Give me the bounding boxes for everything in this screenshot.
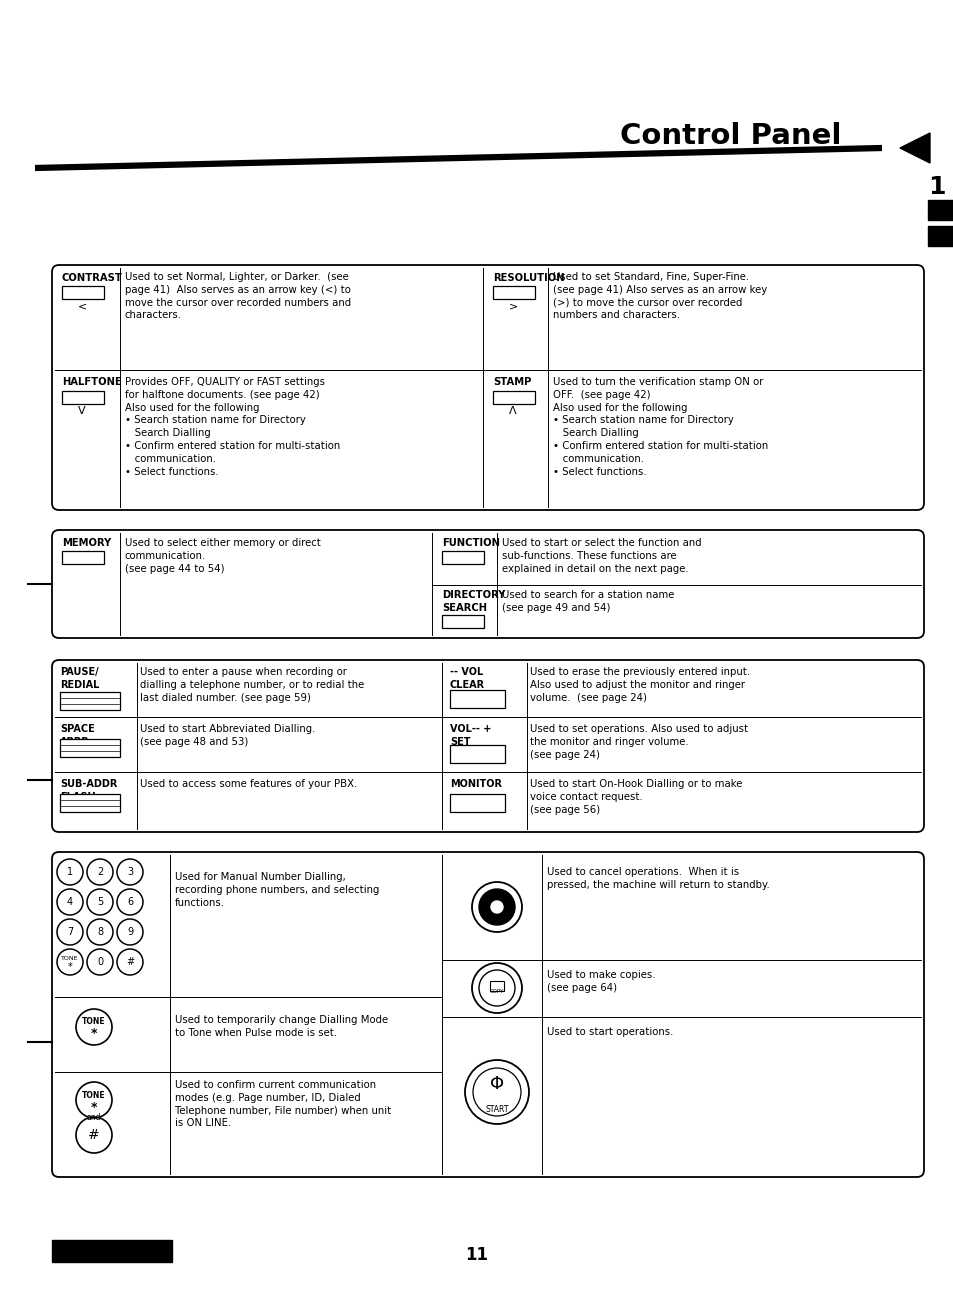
FancyBboxPatch shape bbox=[52, 660, 923, 831]
Bar bbox=[441, 615, 483, 628]
Text: Used to select either memory or direct
communication.
(see page 44 to 54): Used to select either memory or direct c… bbox=[125, 538, 320, 573]
Text: HALFTONE: HALFTONE bbox=[62, 377, 122, 387]
Text: Used to set operations. Also used to adjust
the monitor and ringer volume.
(see : Used to set operations. Also used to adj… bbox=[530, 724, 747, 760]
Text: <: < bbox=[78, 301, 87, 311]
Bar bbox=[490, 981, 503, 991]
Text: STAMP: STAMP bbox=[493, 377, 531, 387]
Bar bbox=[60, 739, 120, 757]
Text: Used to set Normal, Lighter, or Darker.  (see
page 41)  Also serves as an arrow : Used to set Normal, Lighter, or Darker. … bbox=[125, 272, 351, 320]
Text: 6: 6 bbox=[127, 898, 132, 907]
Text: START: START bbox=[485, 1105, 508, 1114]
Text: *: * bbox=[91, 1100, 97, 1114]
Text: -- VOL
CLEAR: -- VOL CLEAR bbox=[450, 667, 485, 690]
Text: 4: 4 bbox=[67, 898, 73, 907]
Text: Provides OFF, QUALITY or FAST settings
for halftone documents. (see page 42)
Als: Provides OFF, QUALITY or FAST settings f… bbox=[125, 377, 340, 476]
Text: 11: 11 bbox=[465, 1246, 488, 1265]
Text: PAUSE/
REDIAL: PAUSE/ REDIAL bbox=[60, 667, 99, 690]
Text: Used to start On-Hook Dialling or to make
voice contact request.
(see page 56): Used to start On-Hook Dialling or to mak… bbox=[530, 779, 741, 815]
Bar bbox=[493, 390, 535, 403]
Text: Used for Manual Number Dialling,
recording phone numbers, and selecting
function: Used for Manual Number Dialling, recordi… bbox=[174, 872, 379, 908]
Text: 8: 8 bbox=[97, 927, 103, 936]
Text: *: * bbox=[68, 962, 72, 971]
Bar bbox=[450, 744, 504, 763]
Text: 1: 1 bbox=[927, 175, 944, 198]
Bar bbox=[52, 1240, 172, 1262]
Text: Used to enter a pause when recording or
dialling a telephone number, or to redia: Used to enter a pause when recording or … bbox=[140, 667, 364, 703]
Polygon shape bbox=[899, 134, 929, 163]
Text: Used to set Standard, Fine, Super-Fine.
(see page 41) Also serves as an arrow ke: Used to set Standard, Fine, Super-Fine. … bbox=[553, 272, 766, 320]
Text: COPY: COPY bbox=[489, 990, 503, 994]
Bar bbox=[441, 551, 483, 564]
Text: Used to access some features of your PBX.: Used to access some features of your PBX… bbox=[140, 779, 356, 789]
Text: Used to search for a station name
(see page 49 and 54): Used to search for a station name (see p… bbox=[501, 590, 674, 612]
Text: >: > bbox=[509, 301, 517, 311]
Text: 1: 1 bbox=[67, 866, 73, 877]
Text: Used to cancel operations.  When it is
pressed, the machine will return to stand: Used to cancel operations. When it is pr… bbox=[546, 866, 769, 890]
Text: Λ: Λ bbox=[509, 406, 517, 416]
Bar bbox=[62, 287, 104, 300]
Text: DIRECTORY
SEARCH: DIRECTORY SEARCH bbox=[441, 590, 505, 612]
Text: 5: 5 bbox=[97, 898, 103, 907]
Text: FUNCTION: FUNCTION bbox=[441, 538, 499, 549]
Bar bbox=[60, 693, 120, 709]
Text: Used to start Abbreviated Dialling.
(see page 48 and 53): Used to start Abbreviated Dialling. (see… bbox=[140, 724, 315, 747]
Bar bbox=[450, 794, 504, 812]
Text: MEMORY: MEMORY bbox=[62, 538, 112, 549]
FancyBboxPatch shape bbox=[52, 530, 923, 638]
Text: Used to temporarily change Dialling Mode
to Tone when Pulse mode is set.: Used to temporarily change Dialling Mode… bbox=[174, 1016, 388, 1038]
FancyBboxPatch shape bbox=[52, 852, 923, 1176]
Text: 2: 2 bbox=[97, 866, 103, 877]
Bar bbox=[927, 200, 953, 220]
Bar bbox=[62, 390, 104, 403]
Text: Φ: Φ bbox=[490, 1075, 503, 1093]
Text: 0: 0 bbox=[97, 957, 103, 968]
Bar bbox=[493, 287, 535, 300]
Text: SUB-ADDR
FLASH: SUB-ADDR FLASH bbox=[60, 779, 117, 802]
Bar bbox=[450, 690, 504, 708]
Bar bbox=[62, 551, 104, 564]
Text: #: # bbox=[88, 1128, 100, 1141]
Text: SPACE
ABBR.: SPACE ABBR. bbox=[60, 724, 94, 747]
Text: TONE: TONE bbox=[61, 956, 79, 961]
Circle shape bbox=[478, 888, 515, 925]
Text: *: * bbox=[91, 1027, 97, 1040]
Text: Used to confirm current communication
modes (e.g. Page number, ID, Dialed
Teleph: Used to confirm current communication mo… bbox=[174, 1080, 391, 1128]
Text: TONE: TONE bbox=[82, 1018, 106, 1026]
Text: Used to start or select the function and
sub-functions. These functions are
expl: Used to start or select the function and… bbox=[501, 538, 700, 573]
Text: and: and bbox=[87, 1113, 101, 1122]
Text: Used to start operations.: Used to start operations. bbox=[546, 1027, 673, 1038]
Text: MONITOR: MONITOR bbox=[450, 779, 501, 789]
Text: Used to make copies.
(see page 64): Used to make copies. (see page 64) bbox=[546, 970, 655, 992]
Text: Control Panel: Control Panel bbox=[619, 122, 841, 150]
Text: Used to turn the verification stamp ON or
OFF.  (see page 42)
Also used for the : Used to turn the verification stamp ON o… bbox=[553, 377, 767, 476]
Text: RESOLUTION: RESOLUTION bbox=[493, 272, 564, 283]
Text: 7: 7 bbox=[67, 927, 73, 936]
Circle shape bbox=[491, 901, 502, 913]
Text: CONTRAST: CONTRAST bbox=[62, 272, 123, 283]
Text: V: V bbox=[78, 406, 86, 416]
Bar bbox=[60, 794, 120, 812]
Text: STOP: STOP bbox=[486, 901, 507, 908]
Text: 3: 3 bbox=[127, 866, 132, 877]
Text: TONE: TONE bbox=[82, 1091, 106, 1100]
FancyBboxPatch shape bbox=[52, 265, 923, 510]
Bar bbox=[927, 226, 953, 246]
Text: Used to erase the previously entered input.
Also used to adjust the monitor and : Used to erase the previously entered inp… bbox=[530, 667, 749, 703]
Text: VOL-- +
SET: VOL-- + SET bbox=[450, 724, 491, 747]
Text: #: # bbox=[126, 957, 134, 968]
Text: 9: 9 bbox=[127, 927, 132, 936]
